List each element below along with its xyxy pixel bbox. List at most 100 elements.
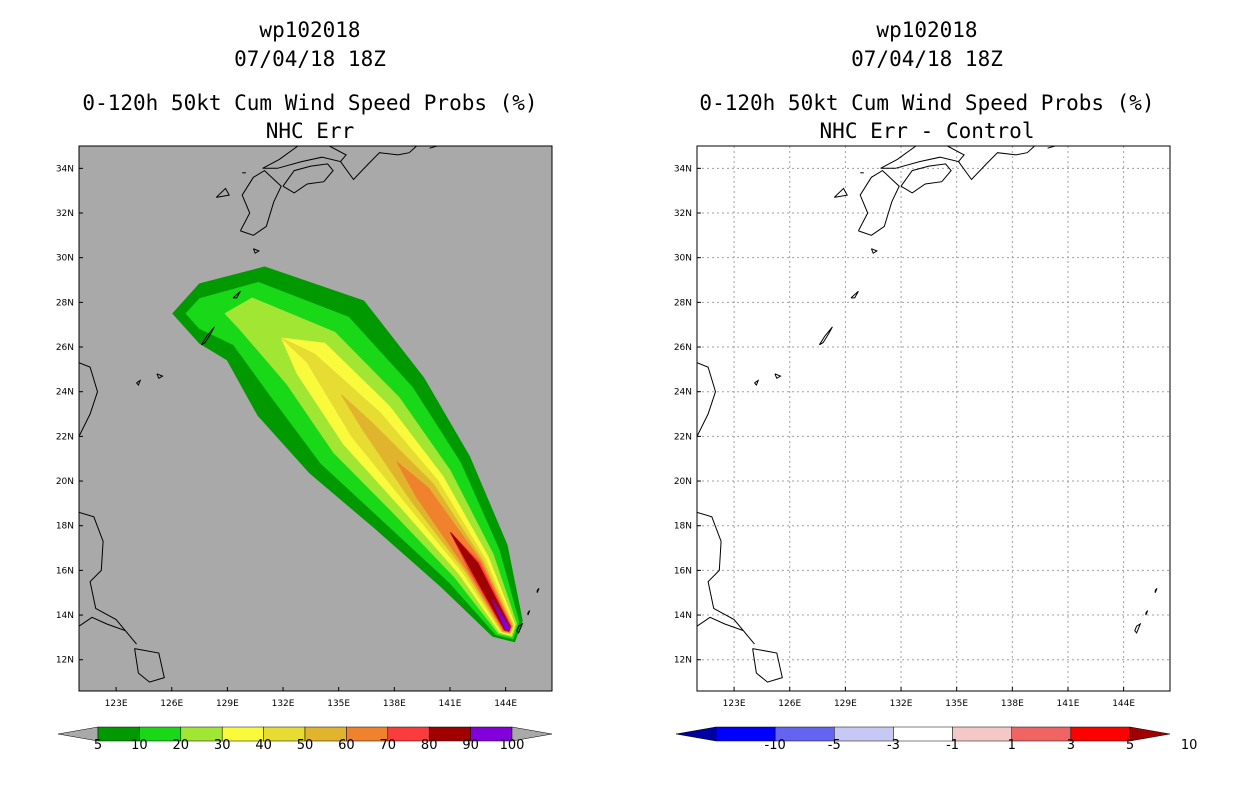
left-coastline: [156, 373, 164, 380]
right-coastline: [754, 379, 760, 386]
right-x-tick-label: 138E: [1001, 699, 1024, 709]
left-coastline: [232, 290, 241, 299]
right-map-frame: [696, 145, 1171, 692]
left-coastline: [340, 146, 417, 181]
right-y-tick-label: 12N: [674, 656, 692, 666]
left-coastline: [215, 187, 230, 198]
colorbar-label: -1: [946, 738, 959, 753]
colorbar-label: 3: [1067, 738, 1075, 753]
left-x-tick-label: 138E: [383, 699, 406, 709]
right-coastline: [1134, 622, 1142, 634]
right-coastline: [833, 187, 848, 198]
colorbar-label: 20: [173, 738, 190, 753]
right-coastline: [880, 146, 965, 169]
left-coastline: [282, 163, 334, 194]
colorbar-high-arrow: [1129, 726, 1171, 742]
colorbar-label: -3: [887, 738, 900, 753]
right-chart-subtitle: NHC Err - Control: [819, 119, 1035, 143]
right-coastline: [870, 248, 879, 254]
left-y-tick-label: 26N: [56, 343, 74, 353]
left-coastline: [536, 587, 540, 593]
left-y-tick-label: 22N: [56, 432, 74, 442]
colorbar-label: 40: [255, 738, 272, 753]
prob-band-90: [492, 599, 510, 631]
right-storm-id: wp102018: [876, 18, 978, 42]
colorbar-label: 1: [1008, 738, 1016, 753]
left-x-tick-label: 135E: [327, 699, 350, 709]
right-coastline: [958, 146, 1035, 181]
left-x-tick-label: 141E: [439, 699, 462, 709]
colorbar-label: 10: [131, 738, 148, 753]
right-y-tick-label: 26N: [674, 343, 692, 353]
right-y-tick-label: 28N: [674, 298, 692, 308]
right-coastline: [1145, 610, 1149, 616]
right-x-tick-label: 129E: [834, 699, 857, 709]
right-y-tick-label: 30N: [674, 254, 692, 264]
right-coastline: [697, 362, 717, 438]
right-y-tick-label: 34N: [674, 164, 692, 174]
left-x-tick-label: 144E: [494, 699, 517, 709]
left-coastline: [79, 362, 99, 438]
left-chart-subtitle: NHC Err: [265, 119, 355, 143]
right-map-background: [697, 146, 1170, 691]
left-y-tick-label: 28N: [56, 298, 74, 308]
left-coastline: [252, 248, 261, 254]
right-y-tick-label: 20N: [674, 477, 692, 487]
right-chart-title: 0-120h 50kt Cum Wind Speed Probs (%): [699, 91, 1155, 115]
right-coastline: [857, 169, 900, 236]
right-map-panel: 123E 126E 129E 132E 135E 138E 141E 144E 12N 14N 16…: [674, 145, 1171, 709]
left-coastline: [134, 648, 165, 683]
right-coastline: [774, 373, 782, 380]
right-x-tick-label: 135E: [945, 699, 968, 709]
left-y-tick-label: 34N: [56, 164, 74, 174]
left-coastline: [527, 610, 531, 616]
left-y-tick-label: 12N: [56, 656, 74, 666]
colorbar-swatch: [834, 726, 894, 742]
right-y-tick-label: 16N: [674, 566, 692, 576]
right-x-tick-label: 144E: [1112, 699, 1135, 709]
right-coastline: [752, 648, 783, 683]
colorbar-label: 10: [1181, 738, 1198, 753]
right-colorbar: -10 -5 -3 -1 1 3 5 10: [675, 726, 1198, 753]
right-y-tick-label: 14N: [674, 611, 692, 621]
left-map-content: [79, 146, 540, 683]
colorbar-label: 5: [1126, 738, 1134, 753]
left-x-tick-label: 123E: [105, 699, 128, 709]
left-datetime: 07/04/18 18Z: [234, 47, 386, 71]
left-x-tick-label: 129E: [216, 699, 239, 709]
colorbar-swatch: [1011, 726, 1072, 742]
right-coastline: [1154, 587, 1158, 593]
left-y-tick-label: 24N: [56, 388, 74, 398]
left-y-tick-label: 14N: [56, 611, 74, 621]
left-y-tick-label: 30N: [56, 254, 74, 264]
left-x-tick-label: 132E: [272, 699, 295, 709]
right-x-tick-label: 126E: [778, 699, 801, 709]
left-coastline: [262, 146, 347, 169]
right-coastline: [850, 290, 859, 299]
left-coastline: [79, 511, 137, 645]
colorbar-label: 80: [421, 738, 438, 753]
left-storm-id: wp102018: [259, 18, 361, 42]
left-coastline: [136, 379, 142, 386]
right-coastline: [900, 163, 952, 194]
left-coastline: [200, 326, 215, 346]
right-datetime: 07/04/18 18Z: [851, 47, 1003, 71]
right-y-tick-label: 18N: [674, 522, 692, 532]
colorbar-label: 5: [94, 738, 102, 753]
right-x-tick-label: 132E: [890, 699, 913, 709]
colorbar-label: 50: [297, 738, 314, 753]
colorbar-label: -10: [765, 738, 786, 753]
right-y-tick-label: 22N: [674, 432, 692, 442]
left-y-tick-label: 18N: [56, 522, 74, 532]
colorbar-label: -5: [828, 738, 841, 753]
right-coastline: [697, 511, 755, 645]
right-y-tick-label: 24N: [674, 388, 692, 398]
left-y-tick-label: 32N: [56, 209, 74, 219]
colorbar-swatch: [893, 726, 953, 742]
right-y-tick-label: 32N: [674, 209, 692, 219]
left-coastline: [239, 169, 282, 236]
colorbar-swatch: [952, 726, 1012, 742]
left-map-panel: 123E 126E 129E 132E 135E 138E 141E 144E 12N 14N 16…: [56, 145, 553, 709]
colorbar-high-arrow: [511, 726, 553, 742]
